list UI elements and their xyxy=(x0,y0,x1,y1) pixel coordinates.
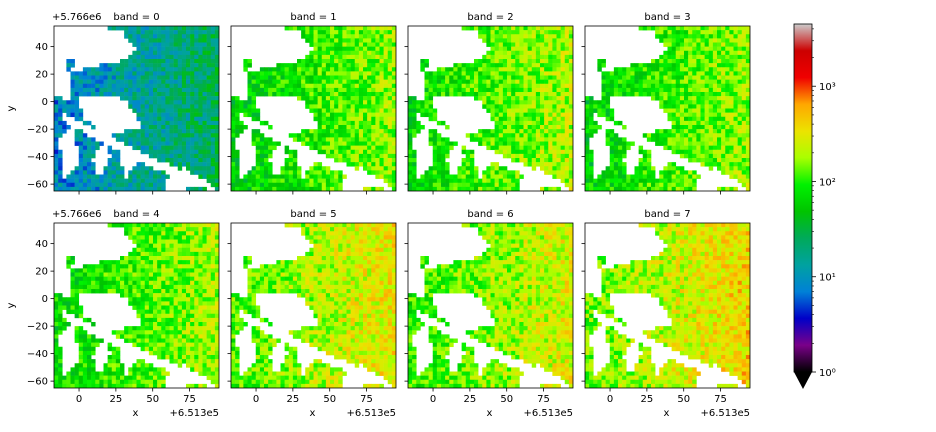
x-tick-label: 75 xyxy=(360,394,373,405)
y-tick-label: 20 xyxy=(35,267,48,278)
x-tick-label: 50 xyxy=(323,394,336,405)
y-tick-label: −60 xyxy=(27,180,48,191)
x-offset-label: +6.513e5 xyxy=(169,408,219,419)
panel-band-4: band = 4 40 20 0 −20 −40 −60 0 25 50 75 +5.766e6 y x +… xyxy=(6,209,220,419)
x-tick-label: 75 xyxy=(714,394,727,405)
panel-frame xyxy=(53,25,220,192)
x-tick-label: 25 xyxy=(287,394,300,405)
panel-title: band = 4 xyxy=(113,209,159,220)
panel-band-7: band = 7 0 25 50 75 x +6.513e5 xyxy=(581,209,751,419)
panel-frame xyxy=(53,222,220,389)
x-axis-label: x xyxy=(310,408,316,419)
y-tick-label: 0 xyxy=(42,294,48,305)
panel-title: band = 7 xyxy=(644,209,690,220)
panel-band-5: band = 5 0 25 50 75 x +6.513e5 xyxy=(227,209,397,419)
panel-title: band = 0 xyxy=(113,12,159,23)
x-tick-label: 0 xyxy=(607,394,613,405)
y-tick-label: 20 xyxy=(35,70,48,81)
colorbar-tick-label: 10⁰ xyxy=(819,368,836,379)
x-axis-label: x xyxy=(487,408,493,419)
panel-title: band = 6 xyxy=(467,209,513,220)
heatmap-cells xyxy=(231,223,396,388)
colorbar-tick-label: 10² xyxy=(819,177,836,188)
x-offset-label: +6.513e5 xyxy=(700,408,750,419)
x-axis-label: x xyxy=(664,408,670,419)
y-tick-label: −20 xyxy=(27,125,48,136)
x-tick-label: 0 xyxy=(253,394,259,405)
x-tick-label: 25 xyxy=(464,394,477,405)
y-tick-label: −60 xyxy=(27,377,48,388)
x-tick-label: 75 xyxy=(183,394,196,405)
colorbar-gradient xyxy=(794,24,812,372)
x-tick-label: 50 xyxy=(677,394,690,405)
x-tick-label: 25 xyxy=(110,394,123,405)
colorbar: 10⁰ 10¹ 10² 10³ xyxy=(793,23,836,389)
panel-frame xyxy=(230,25,397,192)
x-tick-label: 75 xyxy=(537,394,550,405)
panel-title: band = 3 xyxy=(644,12,690,23)
panel-title: band = 5 xyxy=(290,209,336,220)
colorbar-tick-label: 10³ xyxy=(819,82,836,93)
y-axis-label: y xyxy=(6,105,17,111)
y-tick-label: −20 xyxy=(27,322,48,333)
y-tick-label: −40 xyxy=(27,349,48,360)
colorbar-extend-min-triangle xyxy=(794,372,812,389)
x-tick-label: 0 xyxy=(430,394,436,405)
panel-band-6: band = 6 0 25 50 75 x +6.513e5 xyxy=(404,209,574,419)
panel-frame xyxy=(230,222,397,389)
heatmap-cells xyxy=(231,26,396,191)
panel-title: band = 1 xyxy=(290,12,336,23)
colorbar-frame xyxy=(793,23,813,373)
panel-frame xyxy=(407,222,574,389)
colorbar-tick-label: 10¹ xyxy=(819,273,836,284)
x-offset-label: +6.513e5 xyxy=(346,408,396,419)
y-tick-label: 0 xyxy=(42,97,48,108)
panel-band-3: band = 3 xyxy=(581,12,751,195)
panel-band-0: band = 0 40 20 0 −20 −40 −60 +5.766e6 y xyxy=(6,12,220,195)
y-offset-label: +5.766e6 xyxy=(52,12,102,23)
y-tick-label: 40 xyxy=(35,239,48,250)
x-tick-label: 50 xyxy=(500,394,513,405)
heatmap-cells xyxy=(585,223,750,388)
x-tick-label: 0 xyxy=(76,394,82,405)
x-tick-label: 25 xyxy=(641,394,654,405)
heatmap-cells xyxy=(585,26,750,191)
y-tick-label: −40 xyxy=(27,152,48,163)
x-tick-label: 50 xyxy=(146,394,159,405)
panel-frame xyxy=(407,25,574,192)
x-offset-label: +6.513e5 xyxy=(523,408,573,419)
heatmap-cells xyxy=(408,26,573,191)
y-axis-label: y xyxy=(6,302,17,308)
panel-frame xyxy=(584,222,751,389)
x-axis-label: x xyxy=(133,408,139,419)
y-tick-label: 40 xyxy=(35,42,48,53)
panel-band-1: band = 1 xyxy=(227,12,397,195)
heatmap-cells xyxy=(54,223,219,388)
panel-title: band = 2 xyxy=(467,12,513,23)
y-offset-label: +5.766e6 xyxy=(52,209,102,220)
heatmap-cells xyxy=(54,26,219,191)
panel-frame xyxy=(584,25,751,192)
heatmap-cells xyxy=(408,223,573,388)
panel-band-2: band = 2 xyxy=(404,12,574,195)
